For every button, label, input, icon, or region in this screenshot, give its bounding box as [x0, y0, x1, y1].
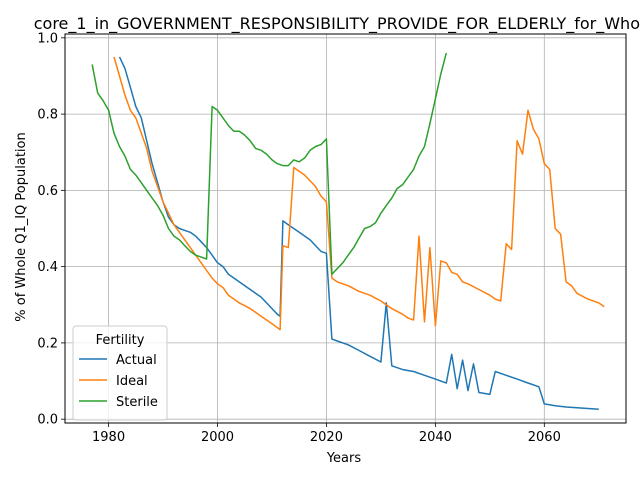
legend-label-sterile: Sterile: [116, 395, 158, 410]
legend-title: Fertility: [96, 333, 145, 348]
x-tick-label: 2040: [419, 430, 452, 445]
legend-label-ideal: Ideal: [116, 374, 148, 389]
y-tick-label: 0.6: [37, 184, 58, 199]
x-tick-label: 2060: [528, 430, 561, 445]
x-tick-label: 2020: [310, 430, 343, 445]
x-axis-ticks: 1980 2000 2020 2040 2060: [92, 423, 561, 445]
series-line-ideal: [113, 56, 605, 331]
legend-box: [72, 325, 168, 421]
y-tick-label: 0.8: [37, 108, 58, 123]
legend: Fertility Actual Ideal Sterile: [72, 325, 168, 421]
x-axis-label: Years: [326, 451, 362, 466]
plot-frame: [64, 33, 627, 424]
legend-entries: Actual Ideal Sterile: [79, 353, 158, 410]
y-tick-label: 1.0: [37, 31, 58, 46]
y-tick-label: 0.2: [37, 336, 58, 351]
x-tick-label: 2000: [201, 430, 234, 445]
series-line-sterile: [91, 52, 448, 276]
y-tick-label: 0.0: [37, 413, 58, 428]
series-line-actual: [118, 56, 599, 411]
series-lines: [91, 52, 605, 411]
x-tick-label: 1980: [92, 430, 125, 445]
y-axis-ticks: 0.0 0.2 0.4 0.6 0.8 1.0: [37, 31, 65, 428]
y-tick-label: 0.4: [37, 260, 58, 275]
legend-label-actual: Actual: [116, 353, 157, 368]
y-axis-label: % of Whole Q1_IQ Population: [14, 132, 29, 321]
chart-title: core_1_in_GOVERNMENT_RESPONSIBILITY_PROV…: [34, 14, 640, 34]
